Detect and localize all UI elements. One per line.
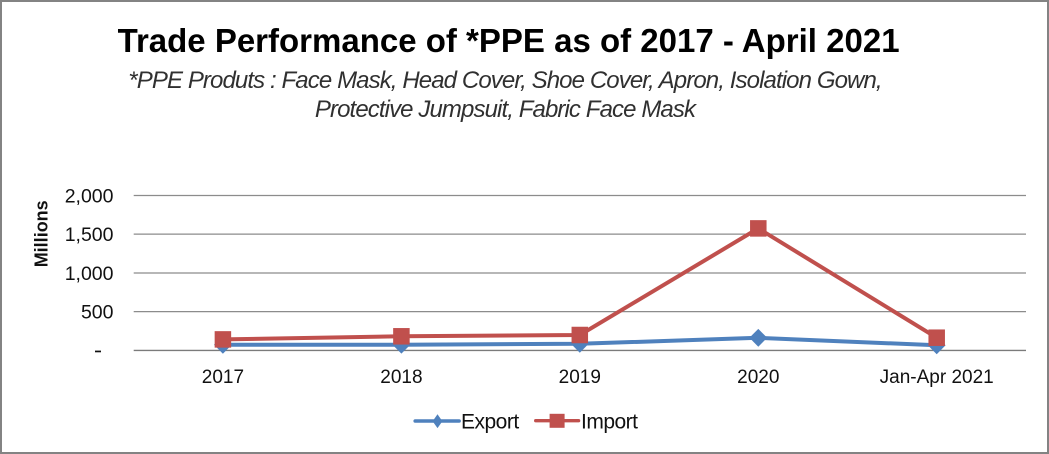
svg-text:Export: Export [461,411,519,434]
svg-text:500: 500 [81,302,114,324]
svg-text:Millions: Millions [31,200,51,267]
svg-text:Protective Jumpsuit, Fabric Fa: Protective Jumpsuit, Fabric Face Mask [315,96,698,123]
svg-text:1,000: 1,000 [65,263,114,285]
svg-text:2018: 2018 [380,367,422,388]
svg-text:Trade Performance of *PPE as o: Trade Performance of *PPE as of 2017 - A… [118,22,900,59]
svg-text:*PPE Produts : Face Mask, Head: *PPE Produts : Face Mask, Head Cover, Sh… [128,67,881,94]
svg-text:2019: 2019 [559,367,601,388]
svg-text:2020: 2020 [737,367,779,388]
svg-text:2,000: 2,000 [65,185,114,207]
svg-text:Jan-Apr 2021: Jan-Apr 2021 [880,367,994,388]
svg-text:1,500: 1,500 [65,224,114,246]
svg-text:2017: 2017 [202,367,244,388]
svg-text:Import: Import [581,411,638,434]
